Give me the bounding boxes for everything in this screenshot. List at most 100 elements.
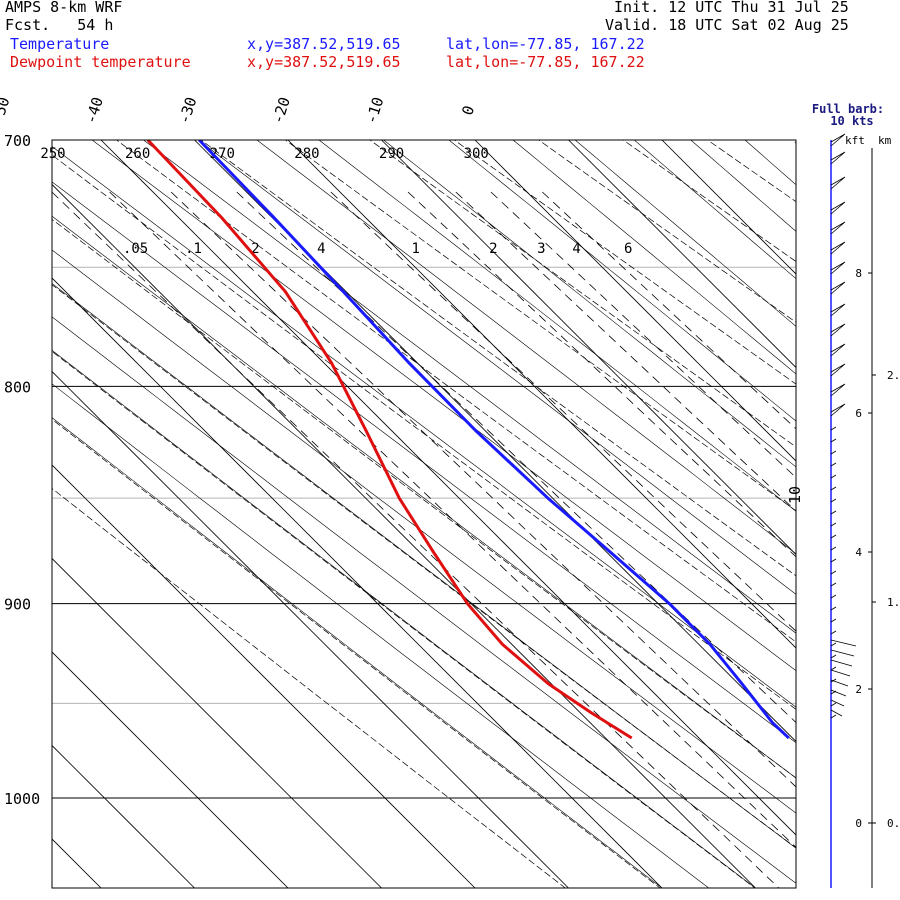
kft-tick-label: 2 (855, 683, 862, 696)
kft-tick-label: 4 (855, 546, 862, 559)
wind-barb (830, 659, 853, 667)
pressure-tick-label: 800 (4, 378, 31, 396)
km-tick-label: 1. (887, 596, 900, 609)
mixing-ratio-label: 6 (624, 241, 632, 257)
isotherm-label: -20 (268, 95, 293, 126)
moist-adiabat-line (91, 140, 796, 672)
moist-adiabat-line (256, 140, 796, 555)
dry-adiabat-line (52, 154, 796, 710)
wind-barb (830, 699, 845, 707)
dry-adiabat-line (369, 140, 796, 448)
mixing-ratio-label: 2 (489, 241, 497, 257)
wind-barb (830, 303, 846, 317)
wind-barb (830, 689, 847, 697)
temperature-xy: x,y=387.52,519.65 (247, 35, 401, 53)
wind-barb (830, 133, 846, 147)
mixing-ratio-line (170, 191, 796, 788)
wind-barb (830, 426, 837, 431)
wind-barb (830, 594, 837, 599)
wind-barb (830, 201, 846, 215)
wind-barb (830, 176, 846, 190)
wind-barb (830, 558, 837, 563)
theta-label: 250 (40, 146, 65, 162)
mixing-ratio-line (490, 191, 796, 479)
mixing-ratio-line (330, 191, 796, 632)
isotherm-line (52, 651, 289, 888)
isotherm-label: 0 (458, 103, 478, 117)
mixing-ratio-label: .05 (123, 241, 148, 257)
mixing-ratio-line (455, 191, 796, 512)
moist-adiabat-line (197, 140, 796, 595)
barb-legend-line2: 10 kts (830, 114, 873, 128)
wind-barb (830, 654, 837, 659)
wind-barb (830, 546, 837, 551)
mixing-ratio-label: 4 (317, 241, 325, 257)
wind-barb (830, 323, 846, 337)
mixing-ratio-label: 4 (572, 241, 580, 257)
km-tick-label: 0. (887, 817, 900, 830)
dry-adiabat-line (791, 140, 796, 144)
wind-barb (830, 570, 837, 575)
isotherm-line (287, 140, 796, 649)
theta-e-label: 10 (786, 486, 804, 504)
wind-barb (830, 383, 846, 397)
wind-barb (830, 522, 837, 527)
temperature-legend-label: Temperature (10, 35, 110, 53)
mixing-ratio-label: 3 (537, 241, 545, 257)
dewpoint-trace (146, 140, 633, 740)
isotherm-label: -30 (175, 95, 200, 126)
isotherm-line (52, 183, 756, 888)
temperature-trace (198, 140, 790, 740)
dry-adiabat-line (200, 140, 796, 577)
wind-barb (830, 618, 837, 623)
barb-legend-line1: Full barb: (812, 102, 884, 116)
dry-adiabat-line (115, 140, 796, 643)
wind-barb (830, 151, 846, 165)
moist-adiabat-line (633, 140, 796, 280)
wind-barb (830, 649, 855, 657)
moist-adiabat-line (52, 417, 663, 888)
wind-barb (830, 486, 837, 491)
moist-adiabat-line (318, 140, 796, 512)
moist-adiabat-line (52, 215, 796, 779)
wind-barb (830, 281, 846, 295)
wind-barb (830, 669, 851, 677)
dry-adiabat-line (284, 140, 796, 512)
mixing-ratio-line (542, 191, 796, 430)
wind-barb (830, 474, 837, 479)
dry-adiabat-line (52, 350, 756, 888)
theta-label: 290 (379, 146, 404, 162)
kft-tick-label: 6 (855, 407, 862, 420)
isotherm-line (661, 140, 796, 275)
moist-adiabat-line (52, 283, 796, 849)
dewpoint-legend-label: Dewpoint temperature (10, 53, 191, 71)
pressure-tick-label: 900 (4, 596, 31, 614)
km-axis-label: km (878, 134, 892, 147)
km-tick-label: 2. (887, 369, 900, 382)
wind-barb (830, 403, 846, 417)
wind-barb (830, 510, 837, 515)
moist-adiabat-line (512, 140, 796, 375)
wind-barb (830, 261, 846, 275)
isotherm-line (100, 140, 796, 836)
wind-barb (830, 498, 837, 503)
wind-barb (830, 606, 837, 611)
dry-adiabat-line (52, 418, 661, 888)
isotherm-line (381, 140, 796, 556)
forecast-hour: Fcst. 54 h (5, 16, 114, 34)
theta-label: 260 (125, 146, 150, 162)
moist-adiabat-line (448, 140, 796, 422)
dry-adiabat-line (52, 488, 566, 888)
isotherm-line (194, 140, 796, 743)
kft-tick-label: 8 (855, 267, 862, 280)
wind-barb (830, 642, 837, 647)
isotherm-line (52, 277, 663, 888)
isotherm-line (52, 557, 382, 888)
isotherm-line (52, 838, 102, 888)
dry-adiabat-line (538, 140, 796, 323)
isotherm-line (52, 464, 476, 888)
wind-barb (830, 702, 837, 707)
kft-axis-label: kft (845, 134, 865, 147)
dewpoint-xy: x,y=387.52,519.65 (247, 53, 401, 71)
plot-frame (51, 139, 797, 889)
